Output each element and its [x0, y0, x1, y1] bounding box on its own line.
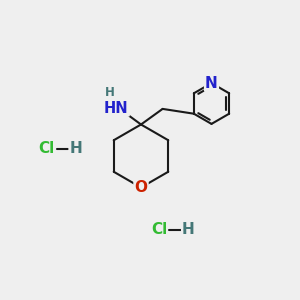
Text: H: H — [69, 141, 82, 156]
Text: Cl: Cl — [151, 222, 167, 237]
Text: N: N — [205, 76, 218, 91]
Text: Cl: Cl — [38, 141, 55, 156]
Text: H: H — [182, 222, 194, 237]
Text: O: O — [134, 180, 148, 195]
Text: H: H — [105, 86, 115, 99]
Text: HN: HN — [104, 100, 129, 116]
